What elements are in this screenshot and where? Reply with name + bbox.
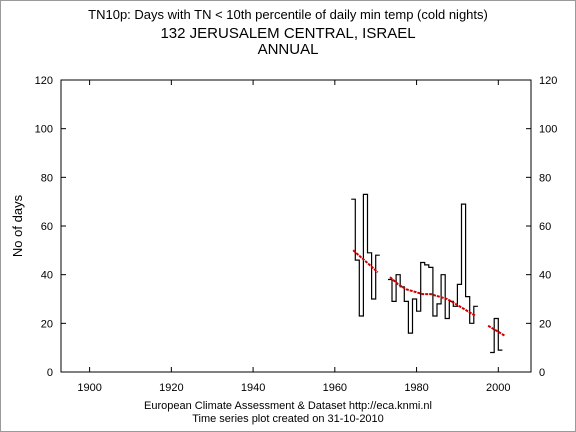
y-tick-label-right: 80 [539,172,551,184]
period-label: ANNUAL [257,41,319,58]
y-tick-label-left: 40 [41,270,53,282]
y-tick-label-left: 0 [47,367,53,379]
y-tick-label-left: 60 [41,221,53,233]
plot-area [60,79,532,373]
x-tick-label: 1900 [77,382,101,394]
footer-created: Time series plot created on 31-10-2010 [192,413,384,425]
footer-source: European Climate Assessment & Dataset ht… [144,400,432,412]
x-tick-label: 2000 [486,382,510,394]
y-tick-label-left: 80 [41,172,53,184]
y-tick-label-right: 0 [539,367,545,379]
y-axis-label: No of days [10,194,25,257]
x-tick-label: 1960 [323,382,347,394]
trend-line [487,324,505,337]
y-tick-label-right: 40 [539,270,551,282]
station-name: 132 JERUSALEM CENTRAL, ISRAEL [160,25,416,42]
chart-title: TN10p: Days with TN < 10th percentile of… [88,7,488,22]
y-tick-label-left: 120 [35,75,53,87]
y-tick-label-right: 20 [539,318,551,330]
trend-line [389,276,477,317]
y-tick-label-right: 100 [539,124,557,136]
x-tick-label: 1920 [159,382,183,394]
annual-values-line [388,203,478,334]
annual-values-line [490,317,503,354]
annual-values-line [351,193,380,317]
trend-line [352,249,379,273]
y-tick-label-left: 100 [35,124,53,136]
x-tick-label: 1940 [241,382,265,394]
y-tick-label-left: 20 [41,318,53,330]
x-tick-label: 1980 [404,382,428,394]
y-tick-label-right: 120 [539,75,557,87]
y-tick-label-right: 60 [539,221,551,233]
